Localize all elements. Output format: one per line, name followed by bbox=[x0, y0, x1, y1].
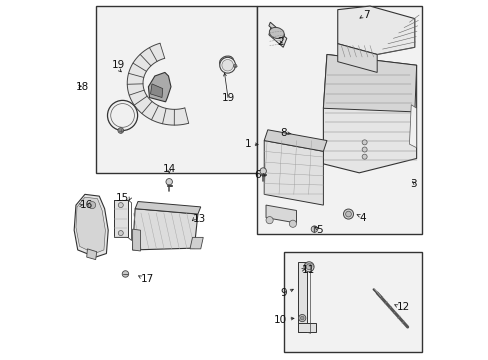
Polygon shape bbox=[268, 26, 286, 47]
Polygon shape bbox=[323, 54, 416, 173]
Polygon shape bbox=[132, 209, 198, 250]
Text: 6: 6 bbox=[253, 170, 260, 180]
Circle shape bbox=[289, 220, 296, 227]
Circle shape bbox=[165, 179, 172, 185]
Circle shape bbox=[118, 203, 123, 208]
Polygon shape bbox=[132, 229, 140, 251]
Ellipse shape bbox=[269, 27, 284, 39]
Text: 15: 15 bbox=[116, 193, 129, 203]
Polygon shape bbox=[337, 44, 376, 72]
Circle shape bbox=[298, 315, 305, 321]
Circle shape bbox=[233, 64, 237, 68]
Bar bbox=[257, 6, 421, 234]
Polygon shape bbox=[150, 84, 163, 98]
Text: 8: 8 bbox=[280, 129, 286, 138]
Circle shape bbox=[265, 217, 273, 224]
Text: 17: 17 bbox=[140, 274, 153, 284]
Circle shape bbox=[222, 59, 233, 71]
Polygon shape bbox=[113, 200, 128, 237]
Polygon shape bbox=[268, 22, 284, 39]
Text: 16: 16 bbox=[80, 200, 93, 210]
Circle shape bbox=[310, 226, 317, 232]
Polygon shape bbox=[148, 72, 171, 102]
Ellipse shape bbox=[219, 56, 233, 67]
Polygon shape bbox=[298, 323, 316, 332]
Polygon shape bbox=[408, 105, 416, 148]
Polygon shape bbox=[74, 194, 108, 257]
Polygon shape bbox=[127, 43, 188, 125]
Circle shape bbox=[122, 271, 128, 277]
Bar bbox=[284, 252, 421, 352]
Bar bbox=[96, 6, 257, 173]
Polygon shape bbox=[135, 202, 201, 214]
Polygon shape bbox=[264, 130, 326, 151]
Polygon shape bbox=[323, 54, 416, 112]
Polygon shape bbox=[265, 205, 296, 223]
Text: 2: 2 bbox=[276, 37, 283, 47]
Circle shape bbox=[300, 316, 304, 320]
Text: 5: 5 bbox=[316, 225, 322, 235]
Polygon shape bbox=[337, 6, 414, 54]
Circle shape bbox=[219, 57, 235, 73]
Polygon shape bbox=[264, 140, 323, 205]
Text: 13: 13 bbox=[192, 215, 205, 224]
Text: 19: 19 bbox=[111, 60, 124, 70]
Circle shape bbox=[362, 154, 366, 159]
Text: 12: 12 bbox=[396, 302, 409, 312]
Text: 1: 1 bbox=[244, 139, 251, 149]
Circle shape bbox=[345, 211, 351, 217]
Circle shape bbox=[304, 262, 313, 272]
Text: 11: 11 bbox=[301, 265, 314, 275]
Text: 10: 10 bbox=[273, 315, 286, 325]
Circle shape bbox=[118, 230, 123, 235]
Circle shape bbox=[107, 100, 137, 131]
Polygon shape bbox=[190, 237, 203, 249]
Polygon shape bbox=[76, 197, 105, 253]
Circle shape bbox=[118, 128, 123, 134]
Polygon shape bbox=[86, 249, 97, 260]
Text: 3: 3 bbox=[409, 179, 416, 189]
Polygon shape bbox=[298, 262, 306, 332]
Text: 4: 4 bbox=[359, 213, 365, 222]
Text: 7: 7 bbox=[362, 10, 369, 20]
Text: 14: 14 bbox=[162, 164, 176, 174]
Circle shape bbox=[362, 140, 366, 145]
Circle shape bbox=[305, 264, 311, 270]
Circle shape bbox=[260, 168, 266, 174]
Circle shape bbox=[88, 202, 96, 209]
Text: 19: 19 bbox=[221, 93, 235, 103]
Circle shape bbox=[110, 104, 134, 127]
Circle shape bbox=[343, 209, 353, 219]
Circle shape bbox=[362, 147, 366, 152]
Text: 9: 9 bbox=[280, 288, 286, 298]
Text: 18: 18 bbox=[76, 82, 89, 92]
